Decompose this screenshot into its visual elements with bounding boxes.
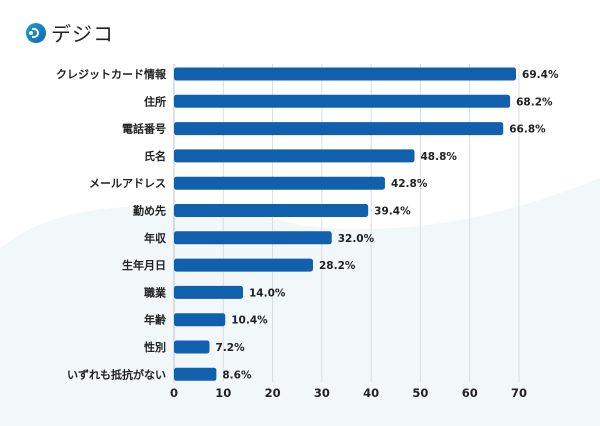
bar (174, 149, 415, 163)
bar (174, 231, 332, 245)
category-label: 年収 (144, 231, 167, 245)
digico-logo: デジコ (26, 18, 114, 47)
category-labels: クレジットカード情報住所電話番号氏名メールアドレス勤め先年収生年月日職業年齢性別… (56, 67, 167, 381)
x-tick-label: 50 (412, 386, 428, 400)
grid-lines (173, 64, 520, 382)
value-label: 28.2% (319, 260, 356, 272)
logo-text: デジコ (51, 22, 114, 46)
bar (174, 67, 517, 81)
x-tick-label: 10 (215, 386, 231, 400)
category-label: メールアドレス (89, 177, 166, 190)
value-label: 32.0% (338, 233, 375, 245)
value-label: 7.2% (215, 342, 245, 354)
bar (174, 340, 210, 354)
value-label: 68.2% (516, 96, 553, 108)
category-label: 年齢 (144, 313, 167, 327)
category-label: 勤め先 (133, 204, 166, 218)
value-label: 66.8% (509, 124, 546, 136)
x-tick-label: 20 (265, 386, 281, 400)
value-label: 48.8% (421, 151, 458, 163)
category-label: 住所 (144, 94, 166, 108)
category-label: 職業 (144, 285, 167, 299)
x-tick-label: 30 (314, 386, 330, 400)
bar (174, 94, 511, 108)
category-label: 性別 (144, 340, 166, 354)
value-labels: 69.4% 68.2% 66.8% 48.8% 42.8% 39.4% 32.0% 28.2%… (215, 69, 558, 381)
value-label: 39.4% (374, 206, 411, 218)
category-label: クレジットカード情報 (56, 67, 167, 81)
x-tick-label: 0 (170, 386, 178, 400)
category-label: 氏名 (144, 149, 166, 163)
value-label: 42.8% (391, 178, 428, 190)
bar (174, 313, 226, 327)
value-label: 14.0% (249, 287, 286, 299)
bar (174, 367, 217, 381)
category-label: 生年月日 (122, 258, 166, 272)
x-tick-label: 60 (462, 386, 478, 400)
value-label: 8.6% (222, 369, 252, 381)
bar (174, 122, 504, 136)
digico-d-logo-icon (26, 22, 46, 43)
bars (174, 67, 517, 381)
bar (174, 204, 369, 217)
x-axis-ticks: 0 10 20 30 40 50 60 70 (170, 386, 527, 400)
x-tick-label: 70 (511, 386, 527, 400)
value-label: 69.4% (522, 69, 559, 81)
bar (174, 258, 313, 272)
bar (174, 285, 243, 299)
category-label: 電話番号 (122, 122, 166, 136)
bar (174, 176, 385, 190)
x-tick-label: 40 (363, 386, 379, 400)
category-label: いずれも抵抗がない (67, 367, 166, 381)
value-label: 10.4% (231, 315, 268, 327)
